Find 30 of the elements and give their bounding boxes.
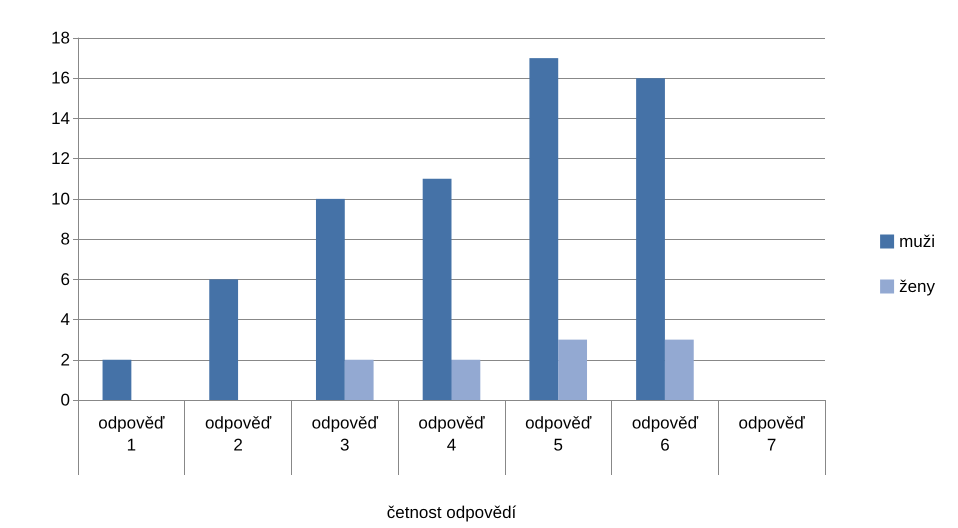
y-tick-label: 16 <box>51 68 70 88</box>
y-tick-label: 0 <box>60 390 70 410</box>
y-tick-label: 12 <box>51 149 70 168</box>
bar <box>102 360 132 400</box>
x-tick-label: odpověď 5 <box>525 414 592 454</box>
y-tick-label: 18 <box>51 28 70 48</box>
x-tick-label: odpověď 4 <box>418 414 486 454</box>
bar <box>344 360 374 400</box>
bar <box>558 340 588 400</box>
x-tick-label: odpověď 3 <box>312 414 378 454</box>
x-tick-label: odpověď 1 <box>98 414 166 454</box>
y-tick-label: 2 <box>60 350 70 370</box>
legend-label: ženy <box>899 277 936 296</box>
x-tick-label: odpověď 7 <box>738 414 806 454</box>
x-tick-label: odpověď 2 <box>204 414 272 454</box>
bar <box>452 360 480 400</box>
x-tick-label: odpověď 6 <box>632 414 699 454</box>
bar <box>636 78 665 400</box>
y-tick-label: 8 <box>60 230 70 249</box>
bar <box>664 340 694 400</box>
legend-label: muži <box>899 232 935 251</box>
bar <box>422 178 452 400</box>
bar <box>209 279 238 400</box>
y-tick-label: 10 <box>51 189 70 208</box>
y-tick-label: 4 <box>60 310 70 330</box>
y-tick-label: 6 <box>60 270 70 289</box>
y-tick-label: 14 <box>51 108 70 128</box>
bar <box>529 58 558 400</box>
bar <box>316 198 345 400</box>
x-axis-title: četnost odpovědí <box>386 503 517 522</box>
